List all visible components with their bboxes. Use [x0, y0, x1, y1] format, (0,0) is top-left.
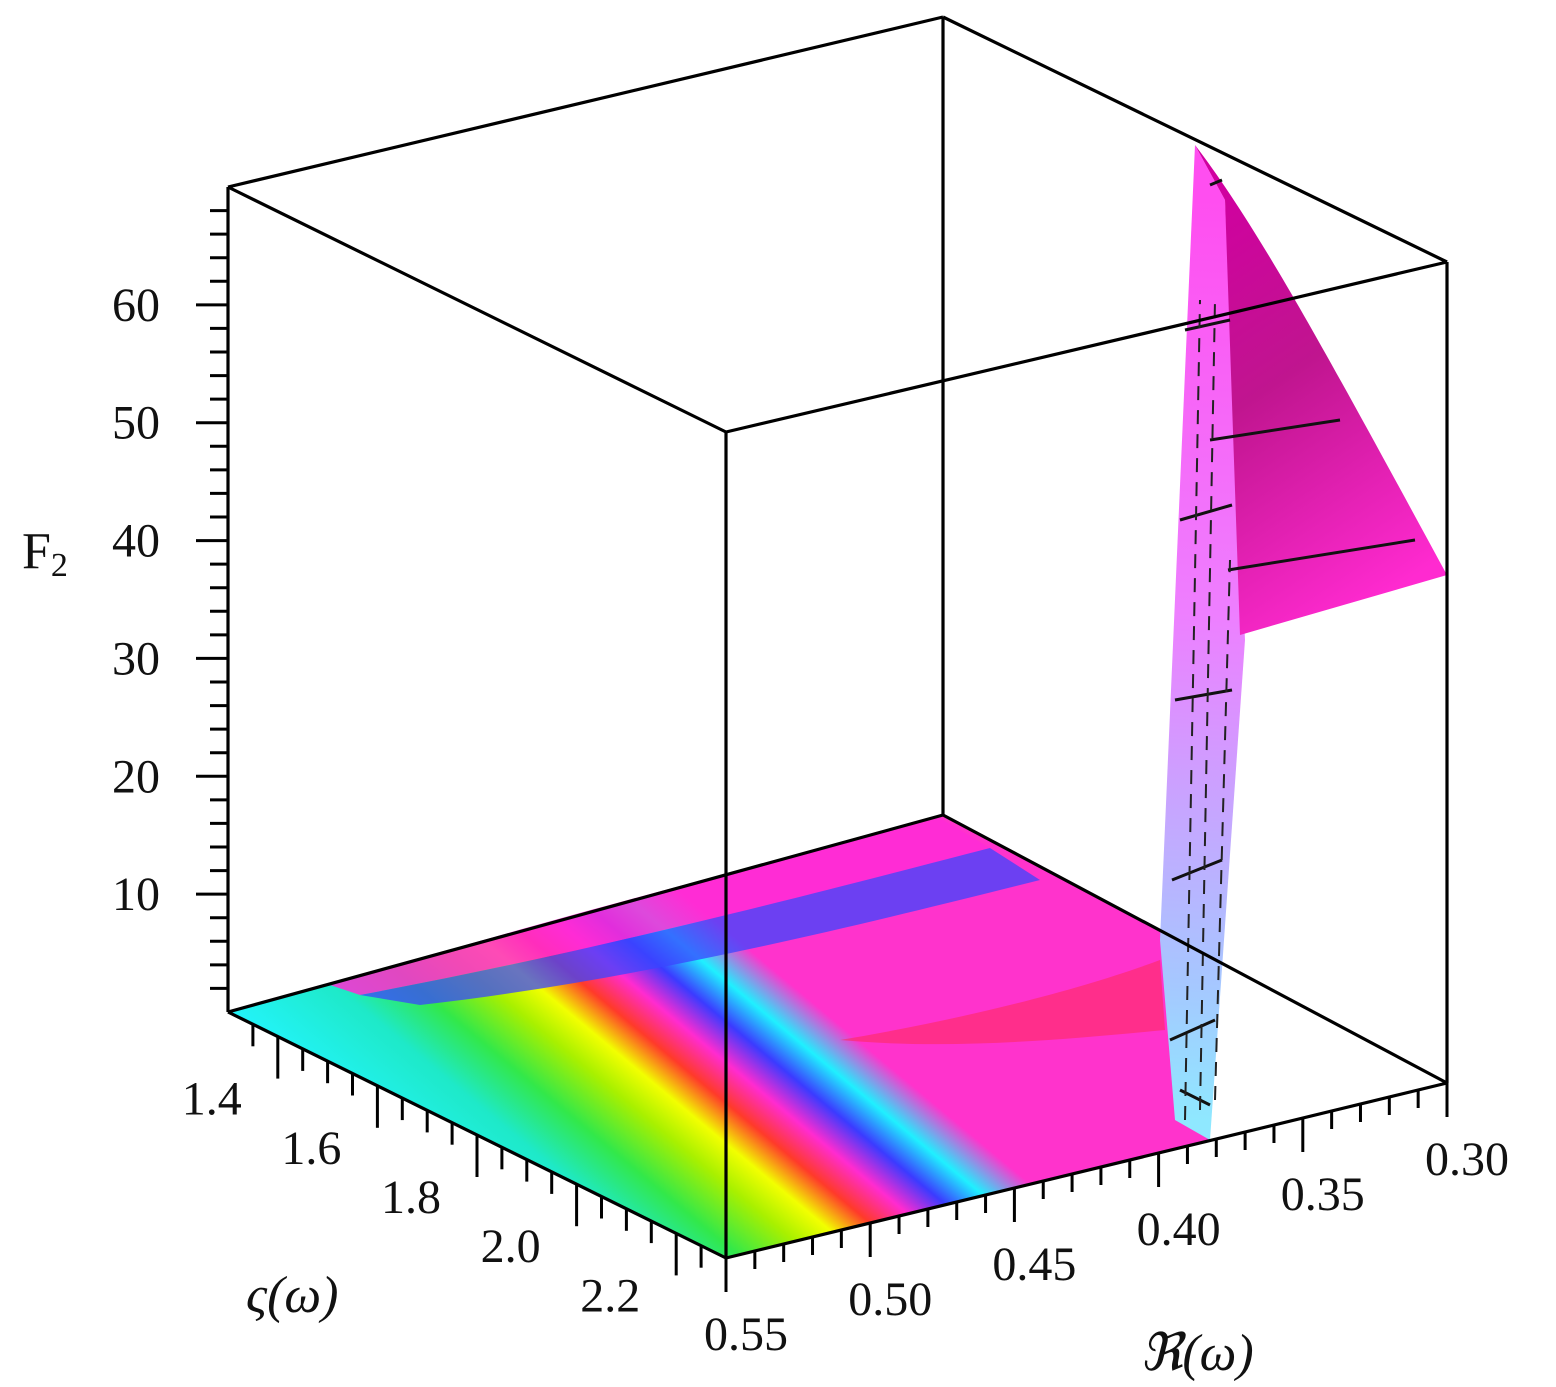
y-tick-label: 0.50: [848, 1273, 932, 1326]
box-edge-EH: [227, 15, 944, 189]
surface-mesh-dashed: [1214, 559, 1231, 1101]
z-tick-label: 40: [112, 515, 160, 568]
surface-mesh-line: [1209, 418, 1341, 442]
y-tick-label: 0.40: [1137, 1203, 1221, 1256]
surface-band-blue: [360, 848, 1040, 1005]
x-axis-title: ς(ω): [246, 1267, 338, 1324]
box-edge-GF: [725, 260, 1448, 434]
z-tick-label: 30: [112, 632, 160, 685]
z-tick-label: 10: [112, 868, 160, 921]
surface-mesh-line: [1179, 503, 1233, 522]
surface-mesh-line: [1169, 1018, 1216, 1042]
surface-mesh-dashed: [1199, 299, 1216, 1111]
x-tick-label: 2.0: [481, 1220, 541, 1273]
surface-floor: [230, 815, 1210, 1258]
surface-spike-top: [1195, 145, 1447, 635]
box-edge-CB: [725, 1081, 1448, 1260]
z-axis-title-subscript: 2: [51, 547, 68, 584]
z-axis-title-main: F: [22, 523, 51, 580]
box-edge-DC: [942, 813, 1448, 1085]
x-tick-label: 1.4: [182, 1073, 242, 1126]
x-tick-label: 1.6: [281, 1122, 341, 1175]
y-tick-label: 0.30: [1425, 1133, 1509, 1186]
bounding-box: [226, 15, 1449, 1260]
x-tick-label: 2.2: [580, 1269, 640, 1322]
surface-mesh-line: [1184, 318, 1231, 332]
y-axis-title: ℜ(ω): [1140, 1325, 1254, 1382]
surface-mesh-line: [1209, 178, 1223, 187]
y-tick-label: 0.55: [704, 1308, 788, 1361]
z-axis-ticks: 10 20 30 40 50 60: [112, 209, 228, 990]
box-edge-HG: [942, 15, 1448, 264]
box-edge-FE: [227, 185, 727, 434]
z-axis-title: F2: [22, 523, 68, 584]
surface-mesh-line: [1227, 538, 1416, 572]
z-tick-label: 50: [112, 397, 160, 450]
surface-band-magenta: [330, 818, 990, 995]
y-tick-label: 0.45: [992, 1238, 1076, 1291]
surface-mesh-line: [1174, 688, 1233, 702]
surface-band-red: [840, 960, 1165, 1045]
surface-mesh-line: [1171, 858, 1223, 882]
y-axis-ticks: 0.55 0.50 0.45 0.40 0.35 0.30: [704, 1083, 1509, 1361]
surface-mesh-dashed: [1184, 299, 1201, 1121]
z-tick-label: 60: [112, 279, 160, 332]
z-tick-label: 20: [112, 750, 160, 803]
surface-layer: [230, 145, 1447, 1258]
x-axis-ticks: 1.4 1.6 1.8 2.0 2.2: [182, 1024, 728, 1322]
y-tick-label: 0.35: [1281, 1168, 1365, 1221]
surface-spike-wall: [1160, 145, 1245, 1140]
x-tick-label: 1.8: [381, 1171, 441, 1224]
box-edge-DA: [227, 813, 944, 1014]
